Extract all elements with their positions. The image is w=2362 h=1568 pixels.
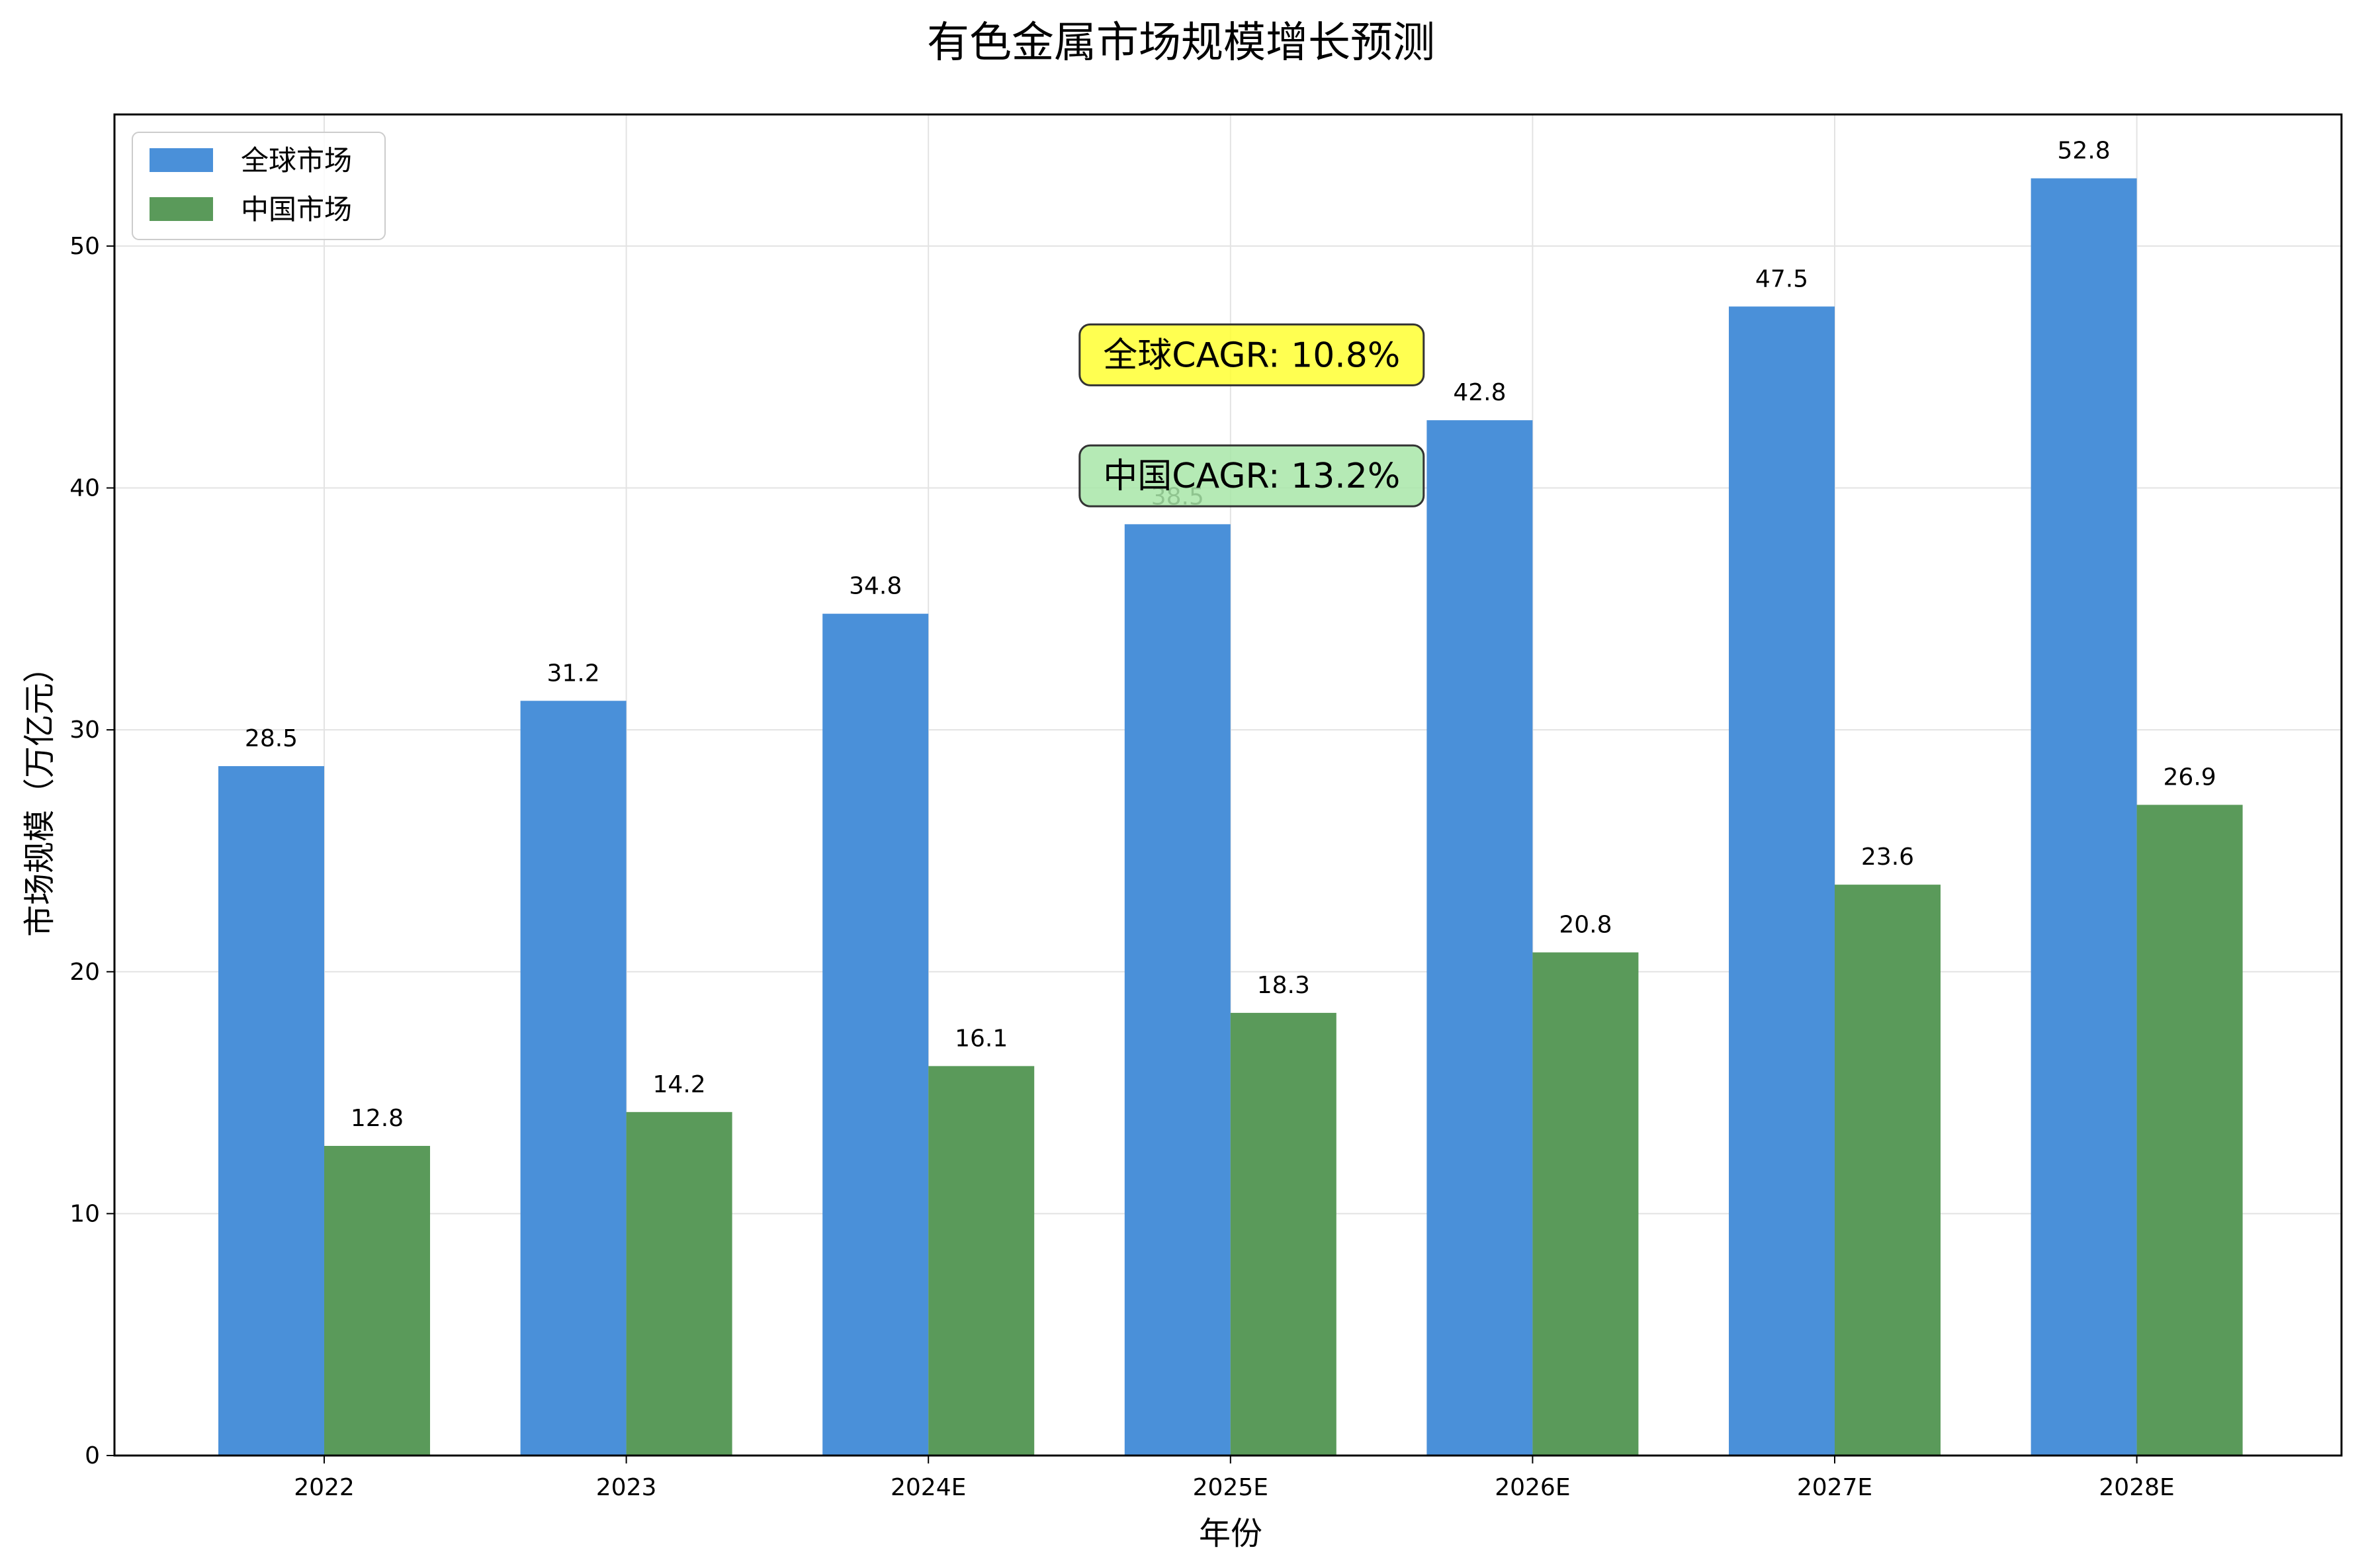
bar-label-global-2022: 28.5: [245, 725, 298, 752]
x-tick-label-0: 2022: [294, 1474, 355, 1501]
x-tick-label-5: 2027E: [1797, 1474, 1872, 1501]
plot-frame: [113, 113, 2343, 1457]
legend-swatch-global: [150, 148, 213, 172]
bar-global-2028E: [2031, 178, 2137, 1456]
y-tick-label-1: 10: [69, 1200, 100, 1227]
legend-label-global: 全球市场: [241, 144, 352, 177]
bar-china-2027E: [1835, 885, 1941, 1456]
bar-label-china-2024E: 16.1: [955, 1025, 1008, 1052]
x-tick-label-3: 2025E: [1193, 1474, 1268, 1501]
y-tick-label-3: 30: [69, 717, 100, 744]
bar-label-china-2028E: 26.9: [2164, 763, 2216, 791]
x-axis-ticks: 2022 2023 2024E 2025E 2026E 2027E 2028E: [294, 1456, 2175, 1501]
bar-label-global-2027E: 47.5: [1755, 265, 1808, 292]
y-axis-title: 市场规模（万亿元）: [21, 651, 58, 937]
bar-label-global-2028E: 52.8: [2058, 138, 2111, 165]
x-tick-label-2: 2024E: [891, 1474, 966, 1501]
bar-label-china-2026E: 20.8: [1559, 912, 1612, 939]
bar-global-2023: [520, 701, 627, 1456]
chart-title: 有色金属市场规模增长预测: [927, 19, 1435, 67]
y-tick-label-5: 50: [69, 233, 100, 260]
bar-label-china-2022: 12.8: [351, 1105, 404, 1132]
y-tick-label-4: 40: [69, 475, 100, 502]
bar-china-2024E: [928, 1066, 1035, 1456]
cagr-label-china: 中国CAGR: 13.2%: [1103, 457, 1400, 496]
bar-label-global-2026E: 42.8: [1453, 379, 1506, 406]
bar-china-2023: [626, 1111, 732, 1456]
cagr-label-global: 全球CAGR: 10.8%: [1103, 335, 1400, 375]
bar-global-2026E: [1426, 420, 1533, 1456]
bar-global-2024E: [822, 613, 929, 1456]
x-tick-label-6: 2028E: [2099, 1474, 2174, 1501]
bar-label-china-2025E: 18.3: [1257, 972, 1310, 999]
cagr-box-global: [1078, 323, 1425, 386]
bar-label-china-2023: 14.2: [653, 1071, 706, 1098]
x-axis-title: 年份: [1199, 1515, 1262, 1552]
bars: [218, 178, 2243, 1456]
bar-label-global-2023: 31.2: [547, 660, 600, 687]
cagr-annotations: 全球CAGR: 10.8% 中国CAGR: 13.2%: [1078, 323, 1425, 507]
y-tick-label-0: 0: [85, 1442, 100, 1469]
bar-china-2025E: [1230, 1012, 1336, 1456]
bar-global-2022: [218, 765, 324, 1456]
bar-label-global-2024E: 34.8: [849, 573, 902, 600]
cagr-box-china: [1078, 444, 1425, 507]
x-tick-label-1: 2023: [596, 1474, 657, 1501]
x-tick-label-4: 2026E: [1495, 1474, 1570, 1501]
bar-labels: 28.531.234.838.542.847.552.812.814.216.1…: [245, 138, 2216, 1132]
bar-china-2022: [324, 1146, 430, 1456]
legend-swatch-china: [150, 197, 213, 221]
bar-china-2028E: [2136, 805, 2243, 1456]
bar-global-2025E: [1124, 524, 1231, 1456]
y-axis-ticks: 0 10 20 30 40 50: [69, 233, 114, 1469]
bar-global-2027E: [1729, 306, 1835, 1456]
legend-label-china: 中国市场: [241, 193, 352, 226]
bar-label-china-2027E: 23.6: [1861, 844, 1914, 871]
bar-china-2026E: [1532, 952, 1639, 1456]
y-tick-label-2: 20: [69, 959, 100, 986]
